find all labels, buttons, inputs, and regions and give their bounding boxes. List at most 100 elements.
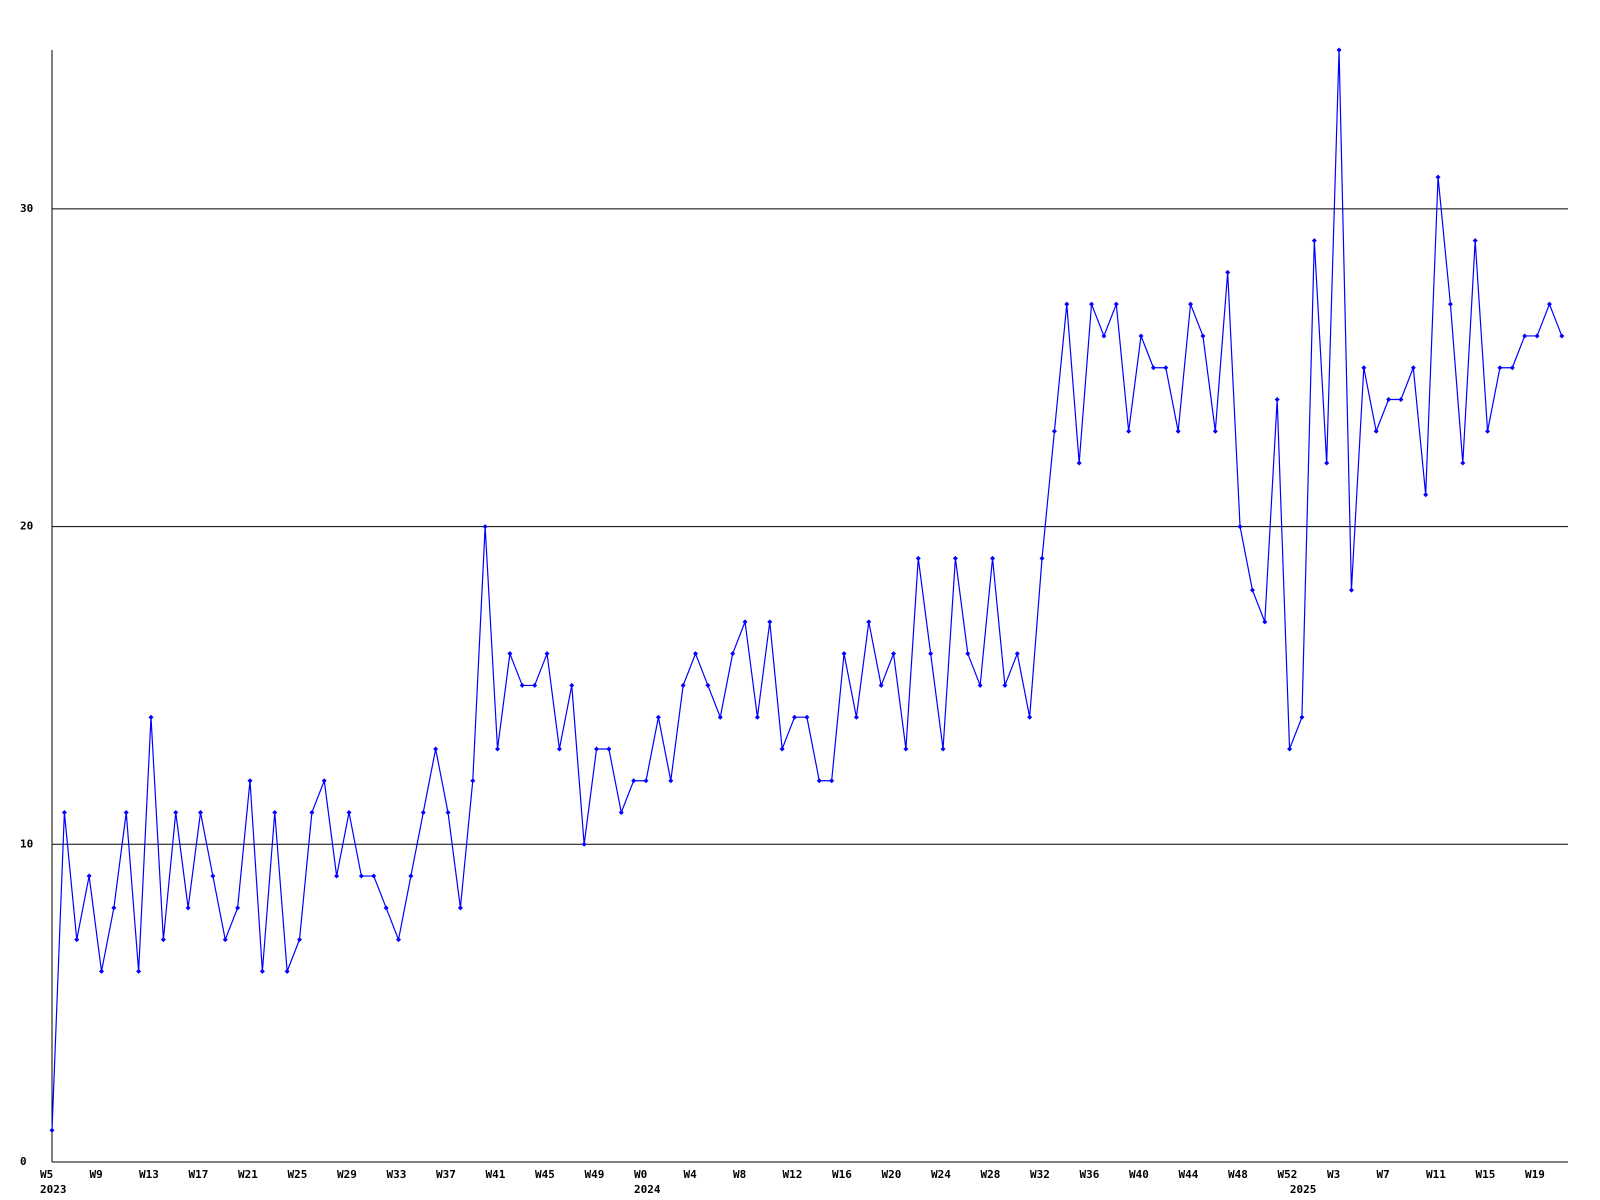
- data-point: [1373, 428, 1379, 434]
- data-point: [284, 968, 290, 974]
- data-point: [952, 555, 958, 561]
- data-point: [495, 746, 501, 752]
- data-point: [1447, 301, 1453, 307]
- data-point: [1299, 714, 1305, 720]
- data-point: [445, 810, 451, 816]
- data-point: [1324, 460, 1330, 466]
- x-tick-label: W7: [1377, 1168, 1390, 1181]
- data-point: [408, 873, 414, 879]
- x-tick-label: W41: [486, 1168, 506, 1181]
- x-tick-label: W5: [40, 1168, 53, 1181]
- x-tick-label: W40: [1129, 1168, 1149, 1181]
- y-tick-label: 30: [20, 202, 33, 215]
- data-point: [1386, 396, 1392, 402]
- series-line: [51, 49, 1563, 1131]
- data-point: [1175, 428, 1181, 434]
- x-tick-label: W49: [585, 1168, 605, 1181]
- data-point: [457, 905, 463, 911]
- x-tick-label: W16: [832, 1168, 852, 1181]
- data-point: [680, 682, 686, 688]
- data-point: [569, 682, 575, 688]
- data-point: [1163, 365, 1169, 371]
- data-point: [198, 810, 204, 816]
- data-point: [346, 810, 352, 816]
- data-point: [841, 651, 847, 657]
- data-point: [532, 682, 538, 688]
- x-tick-label: W19: [1525, 1168, 1545, 1181]
- data-point: [742, 619, 748, 625]
- x-tick-label: W29: [337, 1168, 357, 1181]
- data-point: [358, 873, 364, 879]
- data-point: [544, 651, 550, 657]
- data-point: [210, 873, 216, 879]
- data-point: [470, 778, 476, 784]
- data-point: [519, 682, 525, 688]
- data-point: [1138, 333, 1144, 339]
- data-point: [866, 619, 872, 625]
- x-tick-label: W20: [882, 1168, 902, 1181]
- data-point: [965, 651, 971, 657]
- x-tick-label: W17: [189, 1168, 209, 1181]
- x-tick-label: W13: [139, 1168, 159, 1181]
- data-point: [334, 873, 340, 879]
- data-point: [148, 714, 154, 720]
- data-point: [173, 810, 179, 816]
- data-point: [1225, 269, 1231, 275]
- x-tick-label: W11: [1426, 1168, 1446, 1181]
- data-point: [1126, 428, 1132, 434]
- data-point: [111, 905, 117, 911]
- data-point: [1460, 460, 1466, 466]
- y-tick-label: 10: [20, 837, 33, 850]
- data-point: [668, 778, 674, 784]
- data-point: [1027, 714, 1033, 720]
- data-point: [1064, 301, 1070, 307]
- data-point: [1472, 238, 1478, 244]
- data-point: [829, 778, 835, 784]
- data-point: [259, 968, 265, 974]
- x-year-label: 2023: [40, 1183, 67, 1196]
- data-point: [1076, 460, 1082, 466]
- data-point: [396, 937, 402, 943]
- data-point: [915, 555, 921, 561]
- data-point: [655, 714, 661, 720]
- data-point: [816, 778, 822, 784]
- data-point: [1150, 365, 1156, 371]
- data-point: [693, 651, 699, 657]
- x-tick-label: W44: [1179, 1168, 1199, 1181]
- data-point: [940, 746, 946, 752]
- x-tick-label: W4: [684, 1168, 698, 1181]
- data-point: [891, 651, 897, 657]
- data-point: [853, 714, 859, 720]
- data-point: [1237, 524, 1243, 530]
- data-point: [1398, 396, 1404, 402]
- data-point: [730, 651, 736, 657]
- data-point: [1348, 587, 1354, 593]
- data-point: [594, 746, 600, 752]
- data-point: [705, 682, 711, 688]
- data-point: [643, 778, 649, 784]
- data-point: [1410, 365, 1416, 371]
- y-tick-label: 20: [20, 520, 33, 533]
- data-point: [990, 555, 996, 561]
- data-point: [247, 778, 253, 784]
- x-tick-label: W28: [981, 1168, 1001, 1181]
- data-point: [1361, 365, 1367, 371]
- x-tick-label: W12: [783, 1168, 803, 1181]
- data-point: [1113, 301, 1119, 307]
- data-point: [1311, 238, 1317, 244]
- data-point: [606, 746, 612, 752]
- data-point: [1262, 619, 1268, 625]
- data-point: [1485, 428, 1491, 434]
- data-point: [1423, 492, 1429, 498]
- x-tick-label: W52: [1278, 1168, 1298, 1181]
- x-tick-label: W37: [436, 1168, 456, 1181]
- data-point: [928, 651, 934, 657]
- data-point: [631, 778, 637, 784]
- x-year-label: 2025: [1290, 1183, 1317, 1196]
- data-point: [1002, 682, 1008, 688]
- data-point: [1039, 555, 1045, 561]
- data-point: [556, 746, 562, 752]
- data-point: [1534, 333, 1540, 339]
- data-point: [433, 746, 439, 752]
